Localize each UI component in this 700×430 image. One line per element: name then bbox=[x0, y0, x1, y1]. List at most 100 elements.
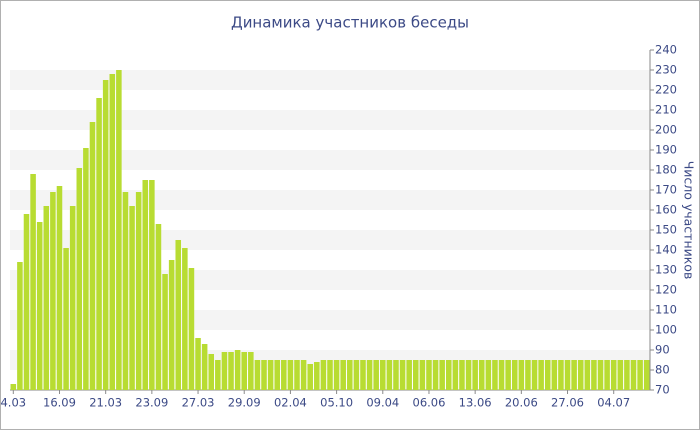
bar bbox=[333, 360, 340, 390]
bar bbox=[116, 70, 122, 390]
bar bbox=[419, 360, 426, 390]
bar bbox=[518, 360, 525, 390]
bar bbox=[406, 360, 412, 390]
bar bbox=[320, 360, 327, 390]
y-tick-label: 240 bbox=[655, 43, 677, 57]
bar bbox=[551, 360, 558, 390]
y-tick-label: 230 bbox=[655, 63, 677, 77]
bar bbox=[432, 360, 439, 390]
bar bbox=[347, 360, 353, 390]
x-tick-label: 13.06 bbox=[459, 396, 492, 410]
bar bbox=[426, 360, 432, 390]
y-tick-label: 90 bbox=[655, 343, 670, 357]
bar bbox=[413, 360, 419, 390]
bar bbox=[102, 80, 109, 390]
bar bbox=[597, 360, 604, 390]
bar bbox=[63, 248, 69, 390]
bar bbox=[36, 222, 43, 390]
bar bbox=[83, 148, 89, 390]
bar bbox=[182, 248, 188, 390]
bar bbox=[89, 122, 96, 390]
x-tick-label: 27.03 bbox=[182, 396, 215, 410]
bar bbox=[215, 360, 221, 390]
bar bbox=[485, 360, 492, 390]
bar bbox=[353, 360, 360, 390]
bar bbox=[241, 352, 247, 390]
bar bbox=[50, 192, 56, 390]
bar bbox=[135, 192, 142, 390]
bar bbox=[162, 274, 168, 390]
x-tick-label: 05.10 bbox=[320, 396, 353, 410]
bar bbox=[610, 360, 617, 390]
bar bbox=[399, 360, 406, 390]
bar bbox=[228, 352, 234, 390]
bar bbox=[155, 224, 162, 390]
bar bbox=[564, 360, 571, 390]
y-tick-label: 190 bbox=[655, 143, 677, 157]
x-tick-label: 02.04 bbox=[274, 396, 307, 410]
bar bbox=[571, 360, 577, 390]
bar bbox=[393, 360, 399, 390]
bar bbox=[168, 260, 175, 390]
bar bbox=[195, 338, 201, 390]
y-tick-label: 210 bbox=[655, 103, 677, 117]
bar bbox=[617, 360, 624, 390]
y-tick-label: 70 bbox=[655, 383, 670, 397]
bar bbox=[525, 360, 531, 390]
bar bbox=[492, 360, 498, 390]
bar bbox=[604, 360, 610, 390]
y-axis-title: Число участников bbox=[682, 161, 697, 280]
x-tick-label: 09.04 bbox=[366, 396, 399, 410]
bar bbox=[287, 360, 294, 390]
bar bbox=[294, 360, 300, 390]
bar bbox=[584, 360, 591, 390]
bar bbox=[327, 360, 333, 390]
bar bbox=[498, 360, 505, 390]
bar bbox=[531, 360, 538, 390]
bar bbox=[366, 360, 373, 390]
grid-band bbox=[10, 110, 650, 130]
bar bbox=[459, 360, 465, 390]
bar bbox=[254, 360, 261, 390]
bar bbox=[248, 352, 254, 390]
bar bbox=[630, 360, 637, 390]
y-tick-label: 80 bbox=[655, 363, 670, 377]
bar bbox=[234, 350, 241, 390]
bar bbox=[465, 360, 472, 390]
x-tick-label: 23.09 bbox=[135, 396, 168, 410]
x-tick-label: 21.03 bbox=[89, 396, 122, 410]
grid-band bbox=[10, 190, 650, 210]
bar bbox=[56, 186, 63, 390]
x-tick-label: 20.06 bbox=[505, 396, 538, 410]
bar bbox=[188, 268, 195, 390]
bar bbox=[380, 360, 386, 390]
bar bbox=[129, 206, 135, 390]
grid-band bbox=[10, 70, 650, 90]
bar bbox=[221, 352, 228, 390]
bar bbox=[274, 360, 280, 390]
bar bbox=[122, 192, 129, 390]
bar bbox=[577, 360, 584, 390]
bar bbox=[452, 360, 459, 390]
grid-band bbox=[10, 150, 650, 170]
bar bbox=[267, 360, 274, 390]
bar bbox=[478, 360, 485, 390]
x-tick-label: 06.06 bbox=[413, 396, 446, 410]
bar bbox=[637, 360, 643, 390]
x-tick-label: 04.07 bbox=[597, 396, 630, 410]
bar bbox=[439, 360, 445, 390]
bar bbox=[175, 240, 182, 390]
bar bbox=[360, 360, 366, 390]
y-tick-label: 130 bbox=[655, 263, 677, 277]
y-tick-label: 170 bbox=[655, 183, 677, 197]
y-tick-label: 150 bbox=[655, 223, 677, 237]
y-tick-label: 220 bbox=[655, 83, 677, 97]
bar bbox=[643, 360, 650, 390]
bar bbox=[591, 360, 597, 390]
bar bbox=[538, 360, 544, 390]
x-tick-label: 27.06 bbox=[551, 396, 584, 410]
y-tick-label: 120 bbox=[655, 283, 677, 297]
bar bbox=[96, 98, 102, 390]
